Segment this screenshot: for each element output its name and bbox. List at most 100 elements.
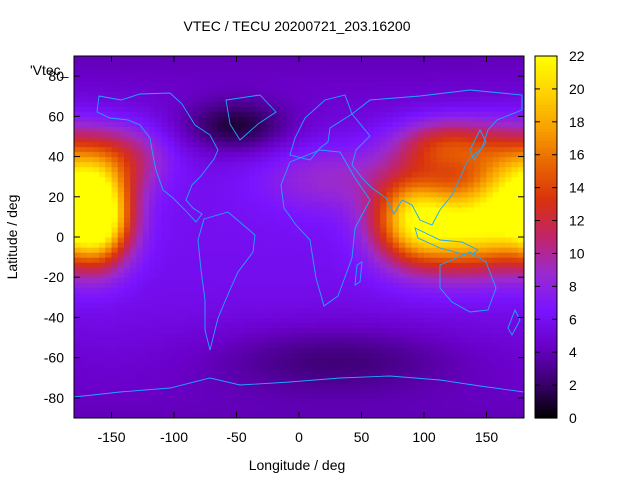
heatmap-cell <box>136 136 144 143</box>
heatmap-cell <box>205 76 213 82</box>
heatmap-cell <box>486 116 494 122</box>
heatmap-cell <box>105 151 113 158</box>
heatmap-cell <box>192 221 200 228</box>
heatmap-cell <box>105 61 113 67</box>
heatmap-cell <box>205 231 213 238</box>
heatmap-cell <box>211 86 219 92</box>
heatmap-cell <box>224 231 231 238</box>
heatmap-cell <box>386 216 394 223</box>
heatmap-cell <box>242 257 250 263</box>
heatmap-cell <box>455 407 463 414</box>
heatmap-cell <box>211 221 219 228</box>
heatmap-cell <box>161 96 169 102</box>
heatmap-cell <box>324 151 331 158</box>
heatmap-cell <box>149 287 156 293</box>
heatmap-cell <box>274 196 281 203</box>
heatmap-cell <box>149 407 156 414</box>
heatmap-cell <box>230 287 238 293</box>
heatmap-cell <box>92 282 100 288</box>
heatmap-cell <box>249 76 256 82</box>
heatmap-cell <box>474 302 481 308</box>
heatmap-cell <box>392 136 400 143</box>
heatmap-cell <box>261 262 269 268</box>
heatmap-cell <box>474 91 481 97</box>
heatmap-cell <box>455 166 463 173</box>
heatmap-cell <box>105 412 113 418</box>
heatmap-cell <box>192 372 200 379</box>
heatmap-cell <box>374 247 381 253</box>
heatmap-cell <box>230 216 238 223</box>
heatmap-cell <box>386 297 394 303</box>
heatmap-cell <box>280 61 288 67</box>
heatmap-cell <box>274 76 281 82</box>
heatmap-cell <box>361 377 369 384</box>
heatmap-cell <box>474 237 481 243</box>
heatmap-cell <box>424 382 431 389</box>
heatmap-cell <box>255 392 263 399</box>
heatmap-cell <box>461 121 469 127</box>
heatmap-cell <box>492 61 500 67</box>
heatmap-cell <box>486 277 494 283</box>
heatmap-cell <box>374 216 381 223</box>
heatmap-cell <box>299 332 306 339</box>
heatmap-cell <box>267 367 275 374</box>
heatmap-cell <box>205 141 213 148</box>
heatmap-cell <box>236 171 244 178</box>
heatmap-cell <box>367 231 375 238</box>
heatmap-cell <box>274 352 281 359</box>
heatmap-cell <box>242 237 250 243</box>
heatmap-cell <box>461 201 469 208</box>
heatmap-cell <box>499 312 506 319</box>
heatmap-cell <box>286 327 294 334</box>
heatmap-cell <box>424 412 431 418</box>
heatmap-cell <box>174 181 181 188</box>
heatmap-cell <box>386 377 394 384</box>
heatmap-cell <box>217 61 225 67</box>
heatmap-cell <box>80 201 88 208</box>
heatmap-cell <box>167 116 175 122</box>
heatmap-cell <box>105 66 113 72</box>
heatmap-cell <box>486 377 494 384</box>
heatmap-cell <box>230 151 238 158</box>
heatmap-cell <box>336 136 344 143</box>
heatmap-cell <box>236 237 244 243</box>
heatmap-cell <box>367 267 375 273</box>
heatmap-cell <box>124 146 131 153</box>
heatmap-cell <box>374 156 381 163</box>
heatmap-cell <box>480 242 488 248</box>
heatmap-cell <box>267 71 275 77</box>
heatmap-cell <box>111 322 119 329</box>
heatmap-cell <box>117 231 125 238</box>
heatmap-cell <box>461 136 469 143</box>
heatmap-cell <box>324 332 331 339</box>
heatmap-cell <box>211 257 219 263</box>
heatmap-cell <box>392 367 400 374</box>
heatmap-cell <box>442 186 450 193</box>
heatmap-cell <box>249 262 256 268</box>
heatmap-cell <box>361 66 369 72</box>
heatmap-cell <box>99 221 106 228</box>
heatmap-cell <box>311 211 319 218</box>
heatmap-cell <box>224 362 231 369</box>
heatmap-cell <box>286 302 294 308</box>
heatmap-cell <box>342 277 350 283</box>
heatmap-cell <box>467 332 475 339</box>
heatmap-cell <box>280 191 288 198</box>
heatmap-cell <box>299 181 306 188</box>
heatmap-cell <box>317 161 325 168</box>
heatmap-cell <box>124 382 131 389</box>
heatmap-cell <box>130 176 138 183</box>
heatmap-cell <box>136 317 144 324</box>
heatmap-cell <box>324 347 331 354</box>
heatmap-cell <box>474 56 481 62</box>
heatmap-cell <box>86 242 94 248</box>
heatmap-cell <box>480 76 488 82</box>
heatmap-cell <box>255 76 263 82</box>
heatmap-cell <box>261 412 269 418</box>
heatmap-cell <box>349 372 356 379</box>
heatmap-cell <box>167 402 175 409</box>
heatmap-cell <box>292 347 300 354</box>
heatmap-cell <box>367 272 375 278</box>
heatmap-cell <box>211 402 219 409</box>
heatmap-cell <box>392 106 400 112</box>
